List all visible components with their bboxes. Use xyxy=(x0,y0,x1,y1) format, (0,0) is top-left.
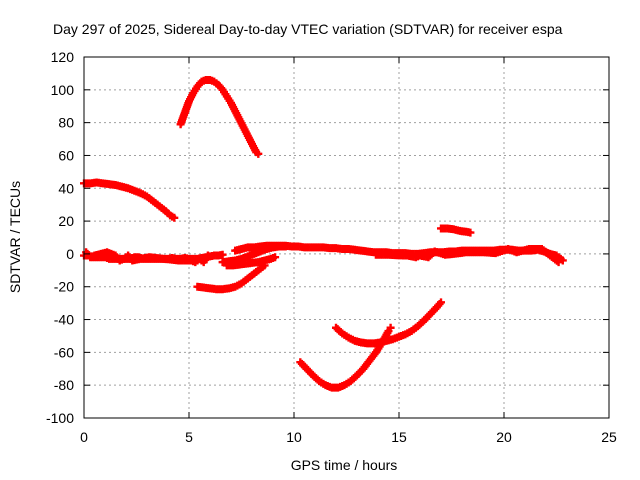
x-tick-labels: 0 5 10 15 20 25 xyxy=(80,429,617,445)
y-tick-label: 40 xyxy=(58,180,74,196)
data-point xyxy=(254,149,263,158)
series-mid-rising-b xyxy=(222,253,280,270)
x-tick-label: 10 xyxy=(286,429,302,445)
data-point xyxy=(170,213,179,222)
y-tick-label: 60 xyxy=(58,147,74,163)
y-tick-label: -20 xyxy=(54,279,74,295)
data-point xyxy=(218,250,227,259)
series-dip-50 xyxy=(332,298,445,348)
x-tick-label: 0 xyxy=(80,429,88,445)
x-tick-label: 25 xyxy=(601,429,617,445)
axis-ticks xyxy=(83,56,610,419)
x-tick-label: 5 xyxy=(185,429,193,445)
data-point xyxy=(281,242,290,251)
x-tick-label: 15 xyxy=(391,429,407,445)
y-tick-label: 80 xyxy=(58,115,74,131)
y-tick-label: 20 xyxy=(58,213,74,229)
y-tick-label: 0 xyxy=(66,246,74,262)
data-point xyxy=(260,261,269,270)
data-point xyxy=(466,228,475,237)
y-tick-label: -40 xyxy=(54,312,74,328)
x-axis-label: GPS time / hours xyxy=(291,457,398,473)
series-short-14 xyxy=(437,224,475,237)
x-tick-label: 20 xyxy=(496,429,512,445)
data-point xyxy=(437,298,445,307)
series-baseline-a-spread xyxy=(82,248,212,267)
y-tick-label: -60 xyxy=(54,344,74,360)
y-tick-label: -100 xyxy=(46,410,74,426)
series-baseline-b-spread xyxy=(371,244,563,267)
y-tick-label: 100 xyxy=(51,82,75,98)
y-tick-labels: -100 -80 -60 -40 -20 0 20 40 60 80 100 120 xyxy=(46,49,74,426)
data-point xyxy=(386,323,395,332)
series-mid-arc xyxy=(193,261,269,294)
y-tick-label: -80 xyxy=(54,377,74,393)
series-dip-80 xyxy=(296,323,395,392)
data-point xyxy=(550,253,559,262)
data-point xyxy=(203,251,212,260)
data-point xyxy=(271,253,280,262)
grid xyxy=(84,57,609,418)
y-tick-label: 120 xyxy=(51,49,75,65)
chart-title: Day 297 of 2025, Sidereal Day-to-day VTE… xyxy=(53,21,563,37)
series-decline-40 xyxy=(80,178,179,222)
data-points xyxy=(80,75,567,392)
series-arc-high xyxy=(176,75,263,158)
y-axis-label: SDTVAR / TECUs xyxy=(7,181,23,293)
plot-border xyxy=(83,56,610,419)
